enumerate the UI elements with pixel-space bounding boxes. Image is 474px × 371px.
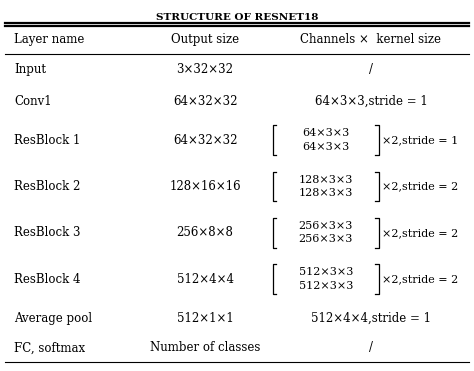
Text: 256×3×3: 256×3×3 — [299, 221, 353, 231]
Text: 64×32×32: 64×32×32 — [173, 134, 237, 147]
Text: Input: Input — [14, 63, 46, 76]
Text: ×2,stride = 2: ×2,stride = 2 — [382, 228, 458, 238]
Text: Average pool: Average pool — [14, 312, 92, 325]
Text: STRUCTURE OF RESNET18: STRUCTURE OF RESNET18 — [156, 13, 318, 22]
Text: 512×4×4: 512×4×4 — [176, 273, 234, 286]
Text: ResBlock 2: ResBlock 2 — [14, 180, 81, 193]
Text: Output size: Output size — [171, 33, 239, 46]
Text: ×2,stride = 1: ×2,stride = 1 — [382, 135, 458, 145]
Text: 256×3×3: 256×3×3 — [299, 234, 353, 244]
Text: Number of classes: Number of classes — [150, 341, 260, 354]
Text: 512×3×3: 512×3×3 — [299, 281, 353, 291]
Text: 128×3×3: 128×3×3 — [299, 188, 353, 198]
Text: FC, softmax: FC, softmax — [14, 341, 85, 354]
Text: Channels ×  kernel size: Channels × kernel size — [301, 33, 441, 46]
Text: 256×8×8: 256×8×8 — [177, 226, 233, 239]
Text: 128×16×16: 128×16×16 — [169, 180, 241, 193]
Text: /: / — [369, 63, 373, 76]
Text: 512×1×1: 512×1×1 — [177, 312, 233, 325]
Text: ×2,stride = 2: ×2,stride = 2 — [382, 274, 458, 284]
Text: ResBlock 1: ResBlock 1 — [14, 134, 81, 147]
Text: Conv1: Conv1 — [14, 95, 52, 108]
Text: 3×32×32: 3×32×32 — [176, 63, 234, 76]
Text: 64×3×3: 64×3×3 — [302, 128, 349, 138]
Text: /: / — [369, 341, 373, 354]
Text: ×2,stride = 2: ×2,stride = 2 — [382, 181, 458, 191]
Text: 128×3×3: 128×3×3 — [299, 175, 353, 185]
Text: ResBlock 3: ResBlock 3 — [14, 226, 81, 239]
Text: ResBlock 4: ResBlock 4 — [14, 273, 81, 286]
Text: 64×3×3,stride = 1: 64×3×3,stride = 1 — [315, 95, 427, 108]
Text: Layer name: Layer name — [14, 33, 84, 46]
Text: 512×3×3: 512×3×3 — [299, 267, 353, 278]
Text: 64×3×3: 64×3×3 — [302, 142, 349, 152]
Text: 64×32×32: 64×32×32 — [173, 95, 237, 108]
Text: 512×4×4,stride = 1: 512×4×4,stride = 1 — [311, 312, 431, 325]
